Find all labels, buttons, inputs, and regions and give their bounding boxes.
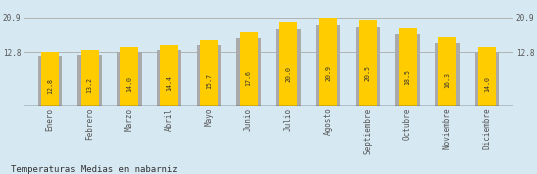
Bar [319, 18, 337, 106]
Text: 14.0: 14.0 [484, 76, 490, 92]
Bar [359, 20, 377, 106]
Text: 17.6: 17.6 [245, 70, 252, 86]
Text: 18.5: 18.5 [404, 69, 411, 85]
Bar [435, 43, 460, 106]
Text: 20.9: 20.9 [325, 65, 331, 81]
Bar [398, 28, 417, 106]
Text: 20.0: 20.0 [285, 66, 292, 82]
Bar [197, 45, 221, 106]
Bar [117, 52, 142, 106]
Bar [478, 47, 496, 106]
Text: 20.5: 20.5 [365, 65, 371, 81]
Text: 14.0: 14.0 [126, 76, 133, 92]
Bar [355, 27, 380, 106]
Text: 16.3: 16.3 [444, 72, 451, 88]
Text: 15.7: 15.7 [206, 73, 212, 89]
Bar [200, 40, 218, 106]
Bar [316, 25, 340, 106]
Bar [120, 47, 139, 106]
Bar [240, 32, 258, 106]
Text: 14.4: 14.4 [166, 75, 172, 91]
Bar [160, 45, 178, 106]
Bar [157, 50, 182, 106]
Bar [77, 55, 102, 106]
Bar [41, 52, 59, 106]
Bar [395, 34, 420, 106]
Bar [81, 50, 99, 106]
Bar [38, 57, 62, 106]
Text: 13.2: 13.2 [86, 77, 93, 93]
Bar [475, 52, 499, 106]
Bar [276, 29, 301, 106]
Text: Temperaturas Medias en nabarniz: Temperaturas Medias en nabarniz [11, 165, 177, 174]
Bar [236, 38, 261, 106]
Bar [438, 37, 456, 106]
Text: 12.8: 12.8 [47, 78, 53, 94]
Bar [279, 22, 297, 106]
